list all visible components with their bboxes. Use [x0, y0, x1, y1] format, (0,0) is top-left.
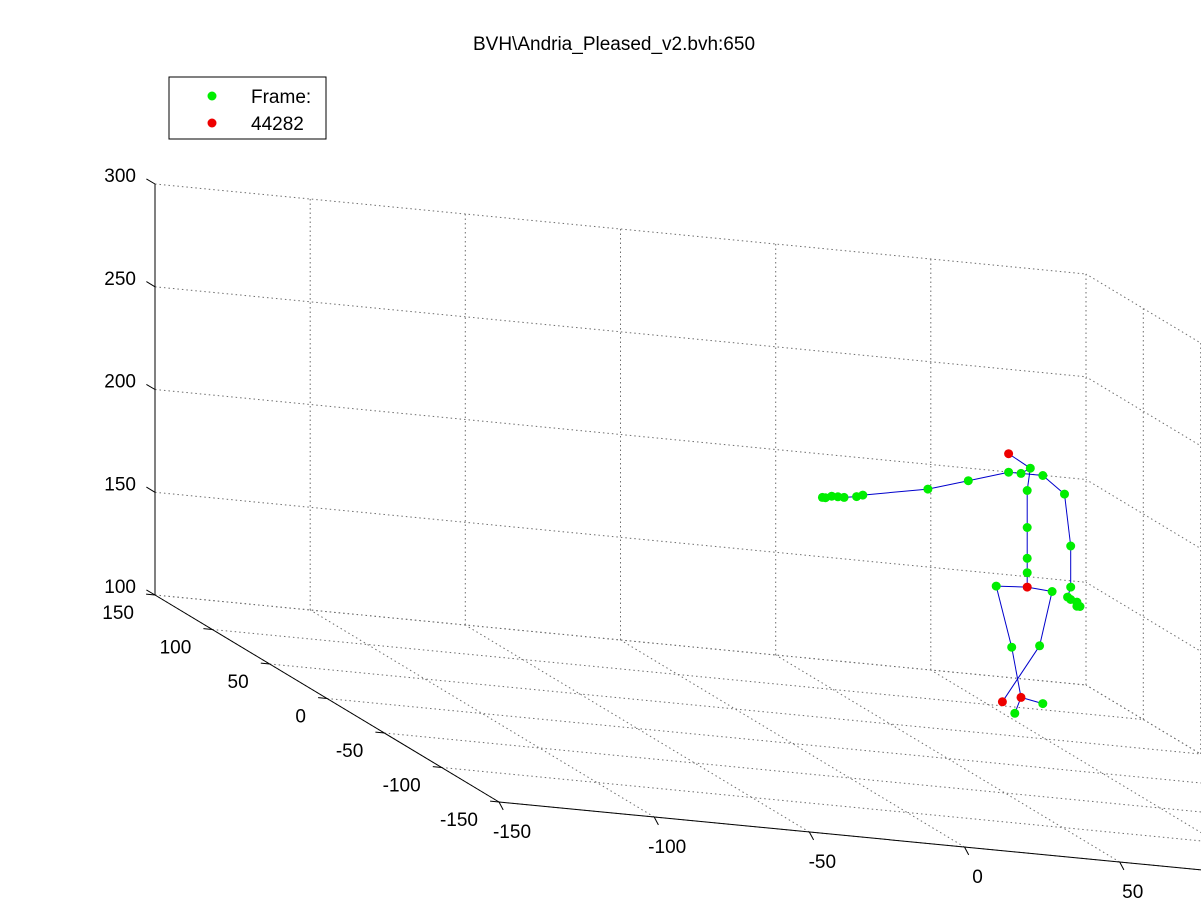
joint-neck-r — [1038, 471, 1047, 480]
joint-hip-left — [992, 582, 1001, 591]
joint-right-shoulder — [1060, 490, 1069, 499]
x-tick-label: 50 — [1122, 882, 1143, 901]
joint-left-elbow — [923, 485, 932, 494]
joint-spine-2 — [1023, 523, 1032, 532]
joint-right-wrist — [1066, 583, 1075, 592]
legend-label-frame-number: 44282 — [251, 114, 304, 135]
joint-left-hand-1 — [852, 492, 861, 501]
y-tick-label: 150 — [102, 603, 134, 624]
joint-spine-4 — [1023, 568, 1032, 577]
legend: Frame: 44282 — [169, 77, 326, 139]
joint-right-knee — [1035, 641, 1044, 650]
joint-right-ankle — [998, 697, 1007, 706]
joint-spine-1 — [1023, 486, 1032, 495]
joint-left-collar — [1004, 468, 1013, 477]
z-tick-label: 150 — [104, 474, 136, 495]
legend-marker-frame — [208, 92, 217, 101]
y-tick-label: -150 — [440, 810, 478, 831]
joint-left-shoulder — [964, 476, 973, 485]
joint-right-elbow — [1066, 542, 1075, 551]
joint-right-toe — [1038, 699, 1047, 708]
y-tick-label: 100 — [160, 638, 192, 659]
joint-left-knee — [1007, 643, 1016, 652]
joint-hips — [1023, 583, 1032, 592]
y-tick-label: 50 — [228, 672, 249, 693]
z-tick-label: 100 — [104, 577, 136, 598]
x-tick-label: -50 — [809, 852, 836, 873]
joint-spine-3 — [1023, 554, 1032, 563]
joint-hip-right — [1048, 587, 1057, 596]
legend-marker-frame-number — [208, 119, 217, 128]
x-tick-label: -100 — [648, 837, 686, 858]
joint-left-hand-6 — [818, 493, 827, 502]
z-tick-label: 300 — [104, 166, 136, 187]
x-tick-label: 0 — [972, 867, 983, 888]
joint-right-hand-5 — [1076, 602, 1085, 611]
joint-neck-top — [1026, 464, 1035, 473]
y-tick-label: 0 — [295, 707, 306, 728]
chart-title: BVH\Andria_Pleased_v2.bvh:650 — [473, 34, 755, 55]
legend-label-frame: Frame: — [251, 87, 311, 108]
joint-neck-l — [1017, 469, 1026, 478]
y-tick-label: -100 — [383, 776, 421, 797]
z-tick-label: 200 — [104, 372, 136, 393]
joint-left-ankle — [1017, 693, 1026, 702]
y-tick-label: -50 — [336, 741, 363, 762]
x-tick-label: -150 — [493, 822, 531, 843]
joint-left-toe — [1010, 709, 1019, 718]
joint-head — [1004, 449, 1013, 458]
z-tick-label: 250 — [104, 269, 136, 290]
